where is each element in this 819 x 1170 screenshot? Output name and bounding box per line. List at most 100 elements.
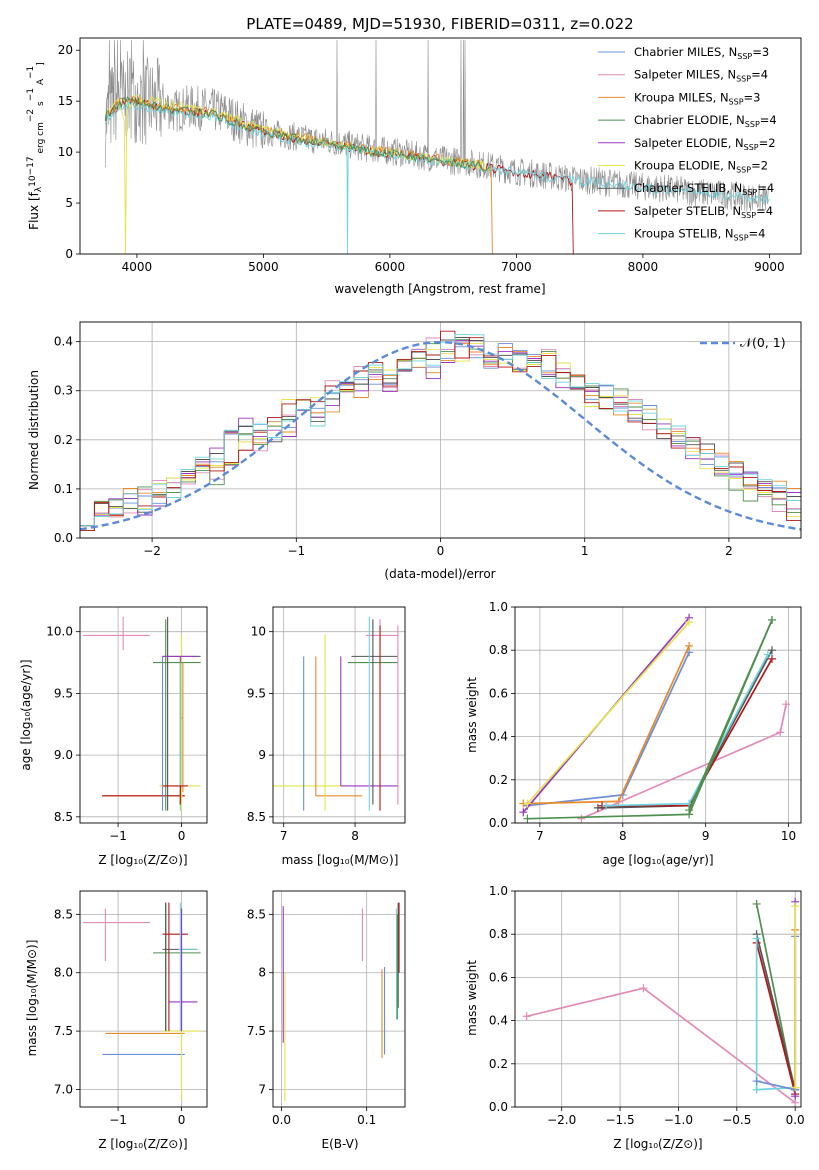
y-tick-label: 10.0 <box>46 625 73 639</box>
legend-n: =2 <box>751 159 768 173</box>
ylabel-part: erg cm <box>36 122 46 156</box>
ylabel-part: A <box>36 78 46 88</box>
y-tick-label: 7.0 <box>54 1082 73 1096</box>
x-tick-label: −1 <box>109 1113 127 1127</box>
x-tick-label: 0 <box>178 829 186 843</box>
age-z-ylabel: age [log₁₀(age/yr)] <box>19 659 33 770</box>
x-tick-label: −1.5 <box>605 1113 634 1127</box>
y-tick-label: 10 <box>251 625 266 639</box>
residuals-axes: −2 −1 0 1 2 0.0 0.1 0.2 0.3 0.4 <box>54 321 802 558</box>
spectrum-model-line <box>104 96 574 254</box>
y-tick-label: 5 <box>65 196 73 210</box>
spectrum-model-line <box>104 94 491 254</box>
legend-sub: SSP <box>736 75 751 84</box>
legend-entry: Kroupa STELIB, NSSP=4 <box>634 227 765 243</box>
y-tick-label: 0.3 <box>54 384 73 398</box>
y-tick-label: 0.4 <box>489 1014 508 1028</box>
plus-marker <box>752 1085 761 1094</box>
plus-marker <box>639 984 648 993</box>
y-tick-label: 0.1 <box>54 482 73 496</box>
legend-entry: Kroupa ELODIE, NSSP=2 <box>634 159 768 175</box>
legend-n: =4 <box>751 68 768 82</box>
plus-marker <box>685 806 694 815</box>
plus-marker <box>752 899 761 908</box>
legend-entry: Salpeter ELODIE, NSSP=2 <box>634 136 776 152</box>
histogram-step <box>80 340 801 527</box>
legend-n: =4 <box>749 227 766 241</box>
y-tick-label: 0.0 <box>489 816 508 830</box>
y-tick-label: 8 <box>258 966 266 980</box>
age-mass-xlabel: mass [log₁₀(M/M⊙)] <box>282 853 399 867</box>
x-tick-label: −2 <box>143 544 161 558</box>
plus-marker <box>685 641 694 650</box>
weight-line <box>606 654 769 807</box>
x-tick-label: −2.0 <box>547 1113 576 1127</box>
axes-frame <box>514 606 802 824</box>
x-tick-label: 9000 <box>754 260 785 274</box>
x-tick-label: 8 <box>619 829 627 843</box>
plus-marker <box>577 814 586 823</box>
ylabel-part: 10 <box>28 175 38 187</box>
y-tick-label: 9.0 <box>54 748 73 762</box>
legend-sub: SSP <box>741 211 756 220</box>
x-tick-label: 7 <box>536 829 544 843</box>
mass-ebv-axes: 0.0 0.1 7 7.5 8 8.5 <box>247 890 406 1127</box>
legend-text: Kroupa STELIB, N <box>634 227 734 241</box>
plus-marker <box>767 646 776 655</box>
ylabel-part: −1 <box>26 66 36 79</box>
spectrum-xlabel: wavelength [Angstrom, rest frame] <box>334 282 545 296</box>
plus-marker <box>602 801 611 810</box>
y-tick-label: 0.2 <box>489 773 508 787</box>
plus-marker <box>782 700 791 709</box>
weight-line <box>755 942 797 1095</box>
x-tick-label: −0.5 <box>722 1113 751 1127</box>
axes-frame <box>272 606 406 824</box>
legend-entry: Salpeter MILES, NSSP=4 <box>634 68 768 84</box>
y-tick-label: 0.8 <box>489 643 508 657</box>
legend-sub: SSP <box>734 234 749 243</box>
x-tick-label: 0.0 <box>786 1113 805 1127</box>
legend-n: =4 <box>757 181 774 195</box>
axes-frame <box>79 890 208 1108</box>
legend-sub: SSP <box>742 188 757 197</box>
plus-marker <box>791 1092 800 1101</box>
legend-text: Salpeter ELODIE, N <box>634 136 744 150</box>
y-tick-label: 8.5 <box>247 907 266 921</box>
legend-text: Chabrier MILES, N <box>634 45 737 59</box>
y-tick-label: 0.2 <box>489 1057 508 1071</box>
x-tick-label: 1 <box>581 544 589 558</box>
legend-sub: SSP <box>729 97 744 106</box>
legend-entry: Chabrier STELIB, NSSP=4 <box>634 181 774 197</box>
y-tick-label: 0.4 <box>489 730 508 744</box>
x-tick-label: 0.1 <box>357 1113 376 1127</box>
legend-n: =4 <box>756 204 773 218</box>
x-tick-label: 10 <box>781 829 796 843</box>
plus-marker <box>523 814 532 823</box>
legend-text: Kroupa ELODIE, N <box>634 159 736 173</box>
spectrum-model-line <box>104 96 491 172</box>
legend-entry: Chabrier ELODIE, NSSP=4 <box>634 113 777 129</box>
legend-sub: SSP <box>745 120 760 129</box>
weight-line <box>755 933 797 1090</box>
legend-entry: Salpeter STELIB, NSSP=4 <box>634 204 773 220</box>
y-tick-label: 9.5 <box>54 686 73 700</box>
mass-z-axes: −1 0 7.0 7.5 8.0 8.5 <box>54 890 208 1127</box>
plus-marker <box>767 615 776 624</box>
ylabel-part: s <box>36 101 46 109</box>
x-tick-label: −1.0 <box>664 1113 693 1127</box>
plus-marker <box>791 902 800 911</box>
x-tick-label: 5000 <box>248 260 279 274</box>
ylabel-part: Flux [f <box>27 191 41 229</box>
legend-n: =4 <box>760 113 777 127</box>
y-tick-label: 8.5 <box>54 907 73 921</box>
spectrum-data-line <box>105 39 770 212</box>
plus-marker <box>767 654 776 663</box>
y-tick-label: 7.5 <box>54 1024 73 1038</box>
weight-age-ylabel: mass weight <box>465 677 479 753</box>
plus-marker <box>685 618 694 627</box>
plus-marker <box>763 650 772 659</box>
y-tick-label: 7.5 <box>247 1024 266 1038</box>
plus-marker <box>523 799 532 808</box>
residuals-xlabel: (data-model)/error <box>384 567 495 581</box>
weight-z-xlabel: Z [log₁₀(Z/Z⊙)] <box>613 1137 702 1151</box>
